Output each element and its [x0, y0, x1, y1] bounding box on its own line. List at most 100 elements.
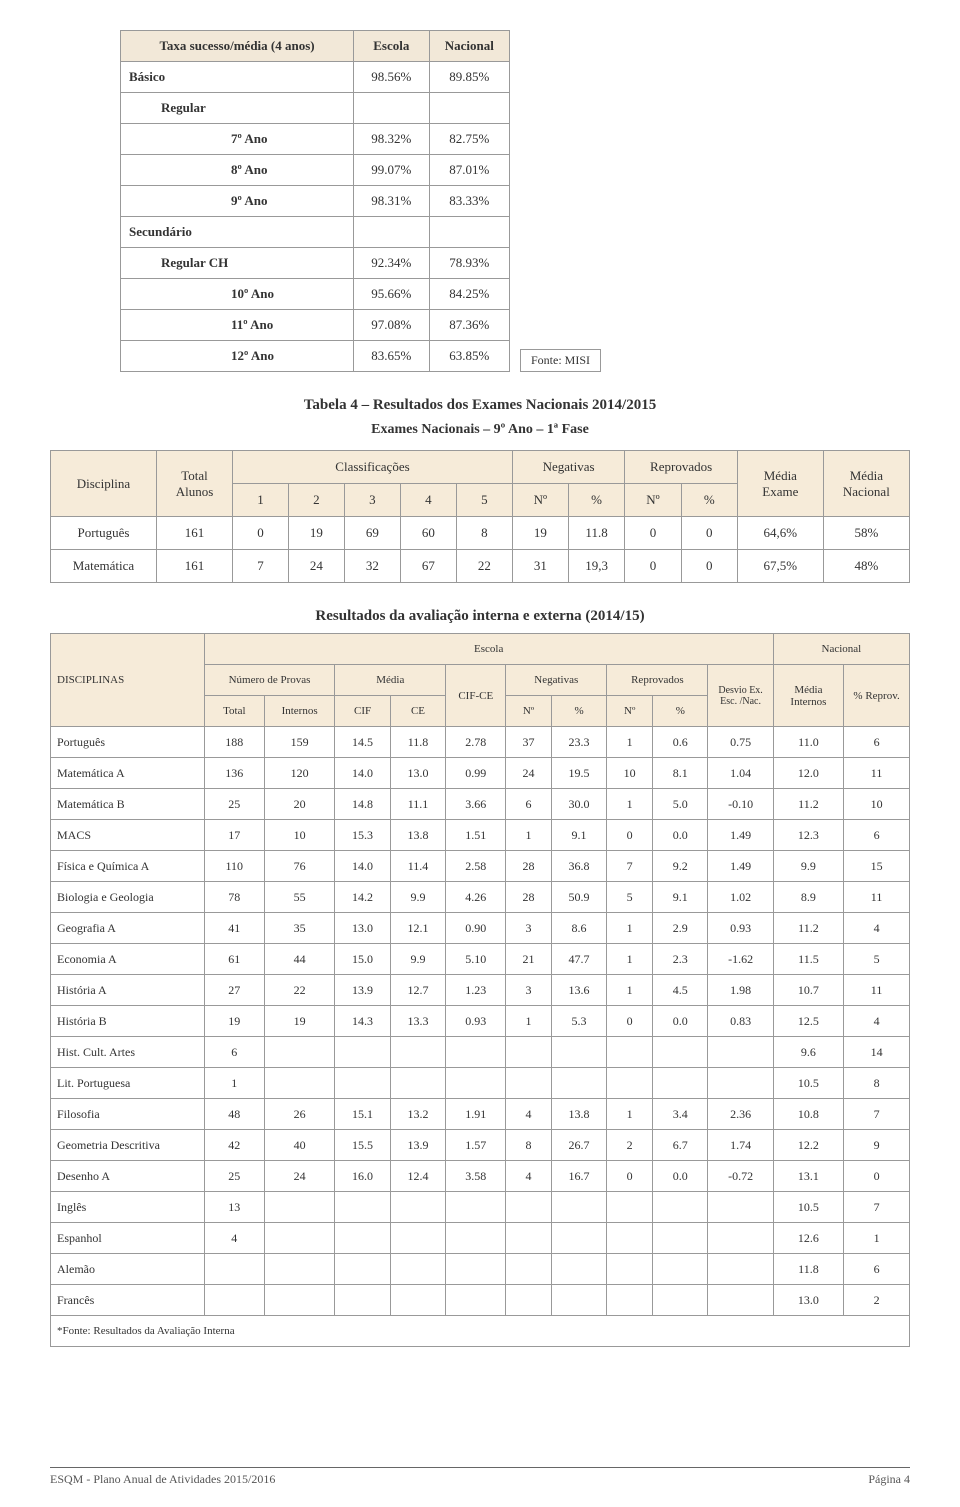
t3-cell: 14.5 — [335, 727, 390, 758]
t3-cell: 9.9 — [773, 851, 843, 882]
t2-cell: 60 — [400, 517, 456, 550]
t3-h-cifce: CIF-CE — [446, 665, 506, 727]
t1-row-label: 9º Ano — [121, 186, 354, 217]
t2-cell: 19 — [288, 517, 344, 550]
t3-cell — [264, 1223, 334, 1254]
t3-cell: 25 — [204, 1161, 264, 1192]
t3-cell: 24 — [506, 758, 552, 789]
t3-subhead: CIF — [335, 696, 390, 727]
t3-cell: 19 — [204, 1006, 264, 1037]
t3-cell: 1.51 — [446, 820, 506, 851]
t3-cell: 19 — [264, 1006, 334, 1037]
t3-cell: 2.36 — [708, 1099, 773, 1130]
t3-cell: 6 — [506, 789, 552, 820]
t3-cell: 4 — [506, 1099, 552, 1130]
t3-cell: 7 — [844, 1192, 910, 1223]
t3-cell — [653, 1068, 708, 1099]
t3-cell — [264, 1254, 334, 1285]
t2-cell: 19 — [512, 517, 568, 550]
t2-h-total: Total Alunos — [156, 451, 232, 517]
t3-cell: 37 — [506, 727, 552, 758]
t3-cell: 6 — [844, 727, 910, 758]
t3-cell: 12.5 — [773, 1006, 843, 1037]
t2-cell: 161 — [156, 550, 232, 583]
t3-cell — [708, 1037, 773, 1068]
t3-cell: 6.7 — [653, 1130, 708, 1161]
t3-cell: 13.1 — [773, 1161, 843, 1192]
t2-cell: 19,3 — [568, 550, 624, 583]
t2-cell: 69 — [344, 517, 400, 550]
t3-cell: 1.91 — [446, 1099, 506, 1130]
t3-cell: 14 — [844, 1037, 910, 1068]
t3-cell: 13.0 — [335, 913, 390, 944]
t3-cell: 13.9 — [335, 975, 390, 1006]
t3-cell — [264, 1192, 334, 1223]
t3-cell: 6 — [204, 1037, 264, 1068]
t3-cell: 1.04 — [708, 758, 773, 789]
t3-cell: 5 — [844, 944, 910, 975]
t3-cell — [264, 1068, 334, 1099]
t1-row-nacional: 63.85% — [429, 341, 509, 372]
t3-cell — [708, 1285, 773, 1316]
t3-row-name: Matemática A — [51, 758, 205, 789]
t3-cell: 3.58 — [446, 1161, 506, 1192]
t3-cell: 10.5 — [773, 1068, 843, 1099]
t2-cell: 0 — [681, 517, 737, 550]
t3-cell: 1 — [506, 820, 552, 851]
t3-cell: 11.1 — [390, 789, 445, 820]
t2-cell: 64,6% — [737, 517, 823, 550]
t3-cell: 47.7 — [551, 944, 606, 975]
t3-cell: 13.8 — [551, 1099, 606, 1130]
t3-cell: 5.0 — [653, 789, 708, 820]
t3-cell: 8 — [844, 1068, 910, 1099]
t3-cell — [264, 1037, 334, 1068]
t3-cell: 40 — [264, 1130, 334, 1161]
t3-row-name: MACS — [51, 820, 205, 851]
t3-cell: 0 — [607, 1161, 653, 1192]
t3-cell: 0.90 — [446, 913, 506, 944]
t3-cell — [390, 1068, 445, 1099]
t3-row-name: Desenho A — [51, 1161, 205, 1192]
t3-cell: 1.49 — [708, 820, 773, 851]
t2-subhead: 2 — [288, 484, 344, 517]
t3-row-name: Hist. Cult. Artes — [51, 1037, 205, 1068]
t1-row-label: 12º Ano — [121, 341, 354, 372]
t3-cell: 10 — [607, 758, 653, 789]
t2-subhead: % — [568, 484, 624, 517]
t1-row-escola: 98.56% — [354, 62, 430, 93]
t2-cell: Português — [51, 517, 157, 550]
t3-cell: 1.57 — [446, 1130, 506, 1161]
t3-cell: 159 — [264, 727, 334, 758]
t3-cell: 1 — [607, 789, 653, 820]
t2-subhead: 5 — [456, 484, 512, 517]
t2-subhead: % — [681, 484, 737, 517]
t3-row-name: Filosofia — [51, 1099, 205, 1130]
t3-cell: 1.74 — [708, 1130, 773, 1161]
t3-cell: 2.58 — [446, 851, 506, 882]
t3-cell: 0 — [607, 1006, 653, 1037]
t3-subhead: % — [653, 696, 708, 727]
t3-cell: 10 — [264, 820, 334, 851]
t1-row-escola: 98.31% — [354, 186, 430, 217]
t3-cell — [551, 1192, 606, 1223]
t3-cell — [506, 1254, 552, 1285]
t3-cell: 36.8 — [551, 851, 606, 882]
t2-cell: 32 — [344, 550, 400, 583]
t3-cell — [708, 1192, 773, 1223]
t3-cell: 13.2 — [390, 1099, 445, 1130]
t3-cell: 1.23 — [446, 975, 506, 1006]
t3-cell: 19.5 — [551, 758, 606, 789]
t1-row-nacional: 87.36% — [429, 310, 509, 341]
t3-cell — [446, 1068, 506, 1099]
t3-cell: 7 — [844, 1099, 910, 1130]
t3-row-name: Economia A — [51, 944, 205, 975]
t3-cell: 13.8 — [390, 820, 445, 851]
t3-cell: 3 — [506, 975, 552, 1006]
t3-row-name: Português — [51, 727, 205, 758]
t3-cell: 12.2 — [773, 1130, 843, 1161]
t3-cell: 41 — [204, 913, 264, 944]
t3-cell: 12.7 — [390, 975, 445, 1006]
t3-cell — [607, 1254, 653, 1285]
t3-h-numprovas: Número de Provas — [204, 665, 335, 696]
t3-cell: 1 — [607, 727, 653, 758]
